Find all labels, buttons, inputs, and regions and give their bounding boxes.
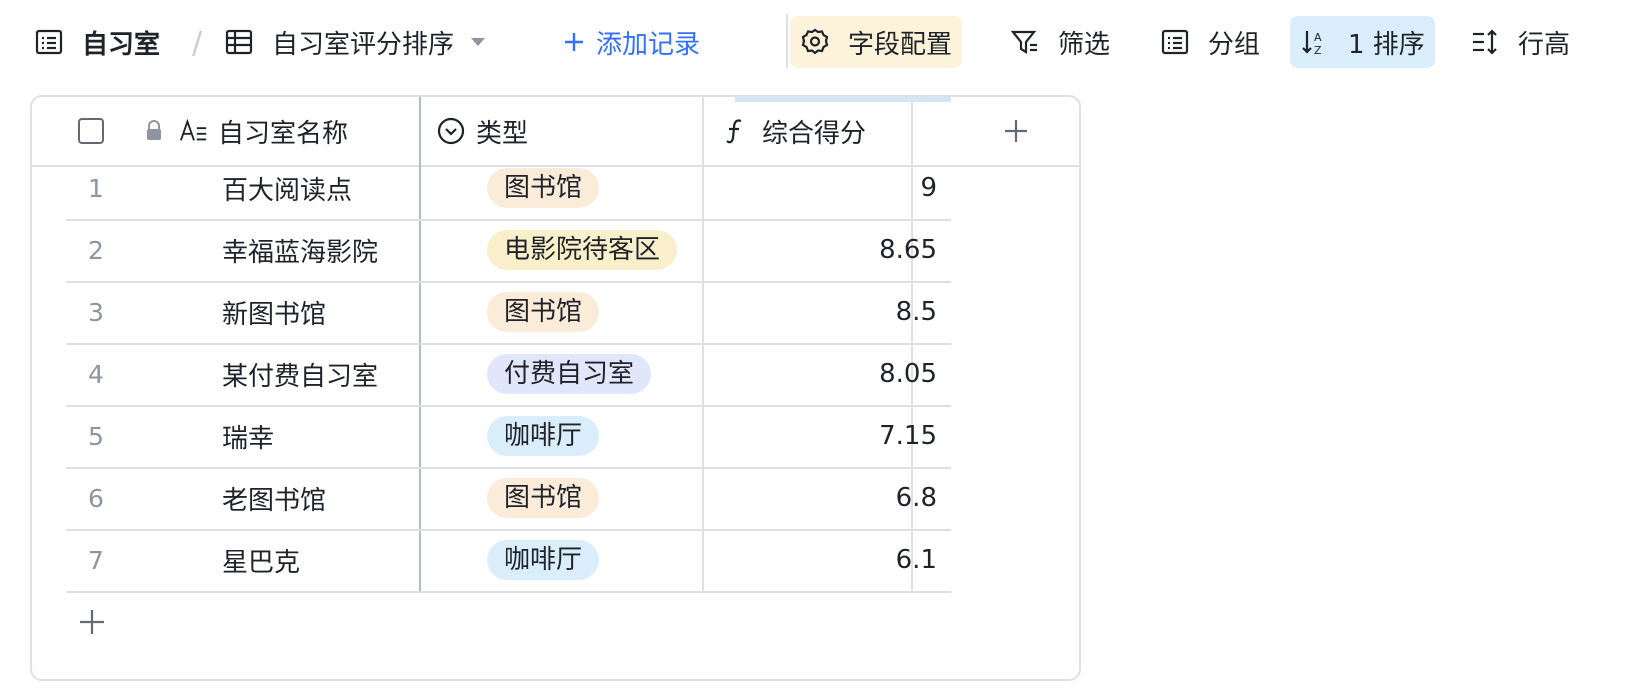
column-divider — [702, 97, 704, 593]
cell-score[interactable]: 8.65 — [879, 235, 937, 265]
row-height-label: 行高 — [1518, 29, 1571, 60]
view-name: 自习室评分排序 — [272, 29, 455, 60]
plus-icon — [80, 610, 104, 634]
table-row[interactable]: 4 某付费自习室 付费自习室 8.05 — [66, 343, 951, 407]
data-grid: 自习室名称 类型 综合得分 1 百大阅读点 图书馆 9 — [30, 95, 1081, 681]
sort-icon: A Z — [1300, 27, 1330, 57]
cell-score[interactable]: 9 — [920, 173, 937, 203]
breadcrumb-separator: / — [192, 26, 203, 61]
cell-name[interactable]: 某付费自习室 — [222, 361, 379, 392]
cell-score[interactable]: 8.5 — [895, 297, 937, 327]
select-all-checkbox[interactable] — [78, 97, 104, 165]
group-button[interactable]: 分组 — [1160, 16, 1260, 68]
plus-icon — [1001, 116, 1031, 146]
lock-icon — [142, 116, 166, 146]
cell-name[interactable]: 星巴克 — [222, 547, 301, 578]
cell-name[interactable]: 幸福蓝海影院 — [222, 237, 379, 268]
group-icon — [1160, 27, 1190, 57]
cell-type[interactable]: 图书馆 — [487, 467, 600, 529]
plus-icon — [562, 27, 586, 57]
svg-text:A: A — [1314, 31, 1322, 44]
column-highlight-bar — [735, 97, 951, 102]
table-row[interactable]: 2 幸福蓝海影院 电影院待客区 8.65 — [66, 219, 951, 283]
cell-type[interactable]: 电影院待客区 — [487, 219, 678, 281]
row-number: 7 — [88, 545, 104, 575]
row-number: 6 — [88, 483, 104, 513]
table-row[interactable]: 3 新图书馆 图书馆 8.5 — [66, 281, 951, 345]
cell-name[interactable]: 老图书馆 — [222, 485, 327, 516]
cell-name[interactable]: 百大阅读点 — [222, 175, 353, 206]
table-row[interactable]: 7 星巴克 咖啡厅 6.1 — [66, 529, 951, 593]
row-number: 1 — [88, 173, 104, 203]
filter-button[interactable]: 筛选 — [1010, 16, 1110, 68]
grid-header: 自习室名称 类型 综合得分 — [32, 97, 1079, 167]
cell-score[interactable]: 6.1 — [895, 545, 937, 575]
add-record-label: 添加记录 — [596, 29, 701, 60]
single-select-icon — [436, 116, 466, 146]
type-tag: 图书馆 — [487, 478, 600, 518]
view-selector[interactable]: 自习室评分排序 — [224, 16, 488, 68]
group-label: 分组 — [1208, 29, 1261, 60]
type-tag: 图书馆 — [487, 168, 600, 208]
cell-score[interactable]: 7.15 — [879, 421, 937, 451]
cell-type[interactable]: 图书馆 — [487, 281, 600, 343]
cell-type[interactable]: 咖啡厅 — [487, 529, 600, 591]
type-tag: 电影院待客区 — [487, 230, 678, 270]
cell-type[interactable]: 咖啡厅 — [487, 405, 600, 467]
table-row[interactable]: 5 瑞幸 咖啡厅 7.15 — [66, 405, 951, 469]
field-config-label: 字段配置 — [848, 29, 953, 60]
frozen-column-divider — [419, 97, 421, 593]
text-field-icon — [178, 116, 210, 146]
checkbox-icon — [78, 118, 104, 144]
column-header-score[interactable]: 综合得分 — [720, 97, 866, 165]
view-toolbar: 自习室 / 自习室评分排序 添加记录 字段配置 — [0, 0, 1634, 84]
cell-type[interactable]: 付费自习室 — [487, 343, 652, 405]
table-name: 自习室 — [82, 29, 161, 60]
column-name-label: 自习室名称 — [218, 118, 349, 149]
row-height-button[interactable]: 行高 — [1470, 16, 1570, 68]
toolbar-divider — [786, 14, 788, 68]
add-column-button[interactable] — [953, 97, 1079, 165]
table-row[interactable]: 6 老图书馆 图书馆 6.8 — [66, 467, 951, 531]
formula-icon — [720, 116, 750, 146]
cell-score[interactable]: 8.05 — [879, 359, 937, 389]
column-divider — [911, 97, 913, 593]
cell-name[interactable]: 瑞幸 — [222, 423, 275, 454]
row-number: 3 — [88, 297, 104, 327]
row-number: 5 — [88, 421, 104, 451]
chevron-down-icon — [468, 27, 488, 57]
column-type-label: 类型 — [476, 118, 529, 149]
cell-score[interactable]: 6.8 — [895, 483, 937, 513]
column-header-name[interactable]: 自习室名称 — [142, 97, 348, 165]
field-config-button[interactable]: 字段配置 — [790, 16, 963, 68]
type-tag: 咖啡厅 — [487, 540, 600, 580]
filter-icon — [1010, 27, 1040, 57]
table-list-icon — [34, 27, 64, 57]
cell-name[interactable]: 新图书馆 — [222, 299, 327, 330]
row-height-icon — [1470, 27, 1500, 57]
row-number: 2 — [88, 235, 104, 265]
type-tag: 付费自习室 — [487, 354, 652, 394]
filter-label: 筛选 — [1058, 29, 1111, 60]
add-row-button[interactable] — [74, 604, 110, 640]
column-score-label: 综合得分 — [762, 118, 867, 149]
svg-text:Z: Z — [1314, 44, 1322, 57]
gear-icon — [800, 27, 830, 57]
type-tag: 图书馆 — [487, 292, 600, 332]
cell-type[interactable]: 图书馆 — [487, 157, 600, 219]
sort-button[interactable]: A Z 1 排序 — [1290, 16, 1435, 68]
column-header-type[interactable]: 类型 — [436, 97, 528, 165]
add-record-button[interactable]: 添加记录 — [562, 16, 700, 68]
type-tag: 咖啡厅 — [487, 416, 600, 456]
table-name-tab[interactable]: 自习室 — [34, 16, 160, 68]
sort-label: 1 排序 — [1348, 29, 1425, 60]
row-number: 4 — [88, 359, 104, 389]
table-row[interactable]: 1 百大阅读点 图书馆 9 — [66, 157, 951, 221]
grid-view-icon — [224, 27, 254, 57]
